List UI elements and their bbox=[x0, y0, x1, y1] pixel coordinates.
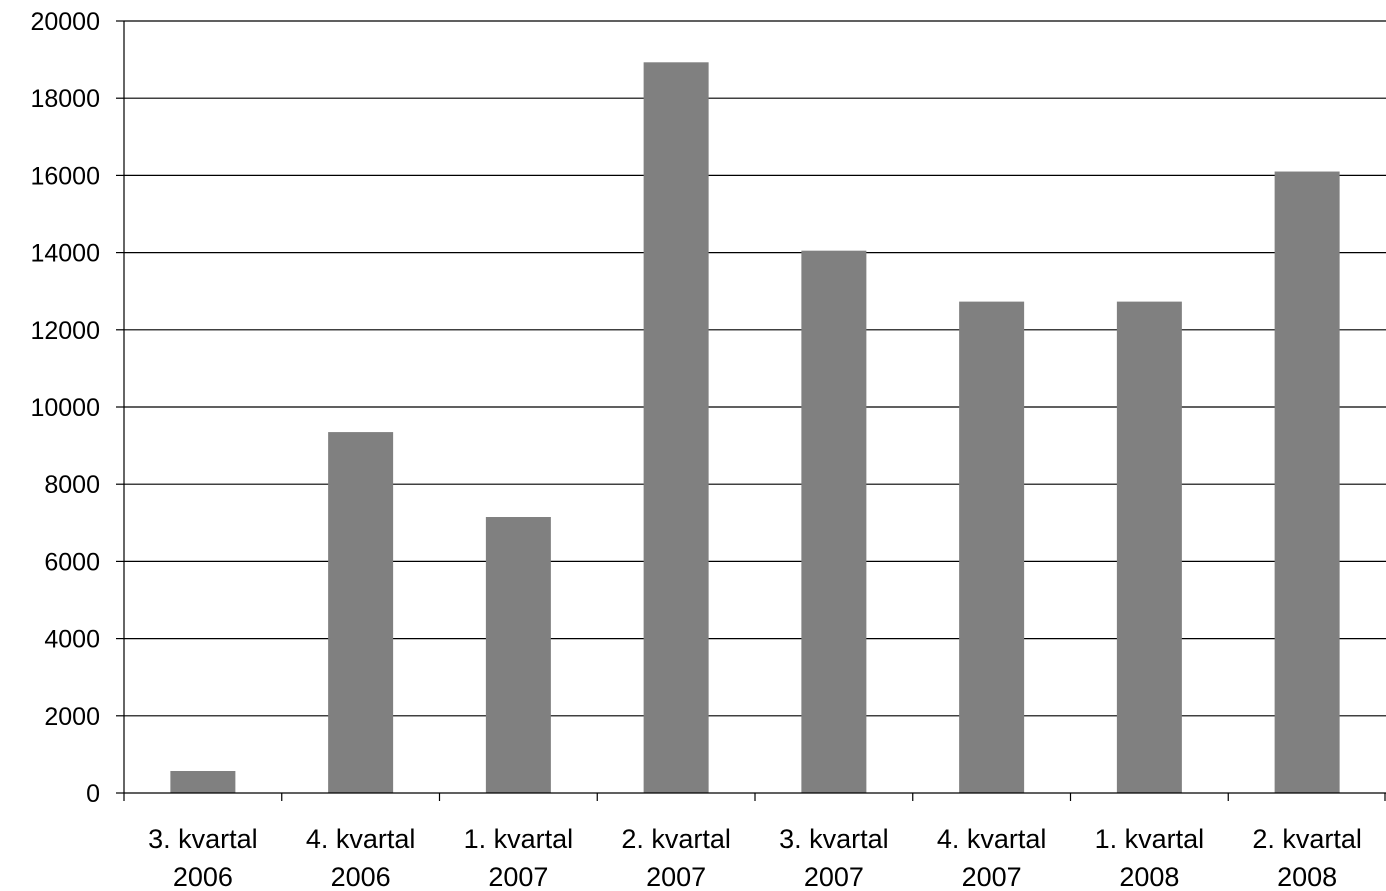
bar bbox=[801, 250, 867, 794]
bar bbox=[170, 770, 236, 793]
y-tick-labels: 0 2000 4000 6000 8000 10000 12000 14000 16000 180… bbox=[30, 8, 100, 808]
x-tick-label: 2008 bbox=[1277, 862, 1337, 891]
y-tick-label: 6000 bbox=[44, 548, 100, 576]
axes bbox=[116, 20, 1386, 801]
bar bbox=[485, 517, 551, 793]
y-tick-label: 18000 bbox=[30, 85, 100, 113]
y-tick-label: 14000 bbox=[30, 240, 100, 268]
x-tick-label: 2008 bbox=[1119, 862, 1179, 891]
x-tick-label: 1. kvartal bbox=[464, 824, 574, 854]
bar bbox=[328, 432, 394, 793]
y-tick-label: 20000 bbox=[30, 8, 100, 36]
y-tick-label: 12000 bbox=[30, 317, 100, 345]
x-tick-labels: 3. kvartal 2006 4. kvartal 2006 1. kvartal 20… bbox=[148, 824, 1362, 891]
gridlines bbox=[124, 20, 1386, 717]
x-tick-label: 3. kvartal bbox=[779, 824, 889, 854]
x-tick-label: 2007 bbox=[488, 862, 548, 891]
x-tick-label: 2006 bbox=[173, 862, 233, 891]
x-tick-label: 2007 bbox=[646, 862, 706, 891]
x-tick-label: 2. kvartal bbox=[1252, 824, 1362, 854]
y-tick-label: 0 bbox=[86, 780, 100, 808]
x-tick-label: 2006 bbox=[331, 862, 391, 891]
bar bbox=[1274, 171, 1340, 794]
y-tick-label: 8000 bbox=[44, 471, 100, 499]
x-tick-label: 1. kvartal bbox=[1095, 824, 1205, 854]
bar bbox=[643, 62, 709, 793]
y-tick-label: 10000 bbox=[30, 394, 100, 422]
y-tick-label: 2000 bbox=[44, 703, 100, 731]
bar bbox=[959, 301, 1025, 793]
x-tick-label: 4. kvartal bbox=[306, 824, 416, 854]
bars bbox=[170, 62, 1340, 794]
y-tick-label: 16000 bbox=[30, 162, 100, 190]
x-tick-label: 2007 bbox=[962, 862, 1022, 891]
x-tick-label: 2007 bbox=[804, 862, 864, 891]
bar bbox=[1116, 301, 1182, 793]
x-tick-label: 2. kvartal bbox=[621, 824, 731, 854]
x-tick-label: 3. kvartal bbox=[148, 824, 258, 854]
x-tick-label: 4. kvartal bbox=[937, 824, 1047, 854]
y-tick-label: 4000 bbox=[44, 626, 100, 654]
